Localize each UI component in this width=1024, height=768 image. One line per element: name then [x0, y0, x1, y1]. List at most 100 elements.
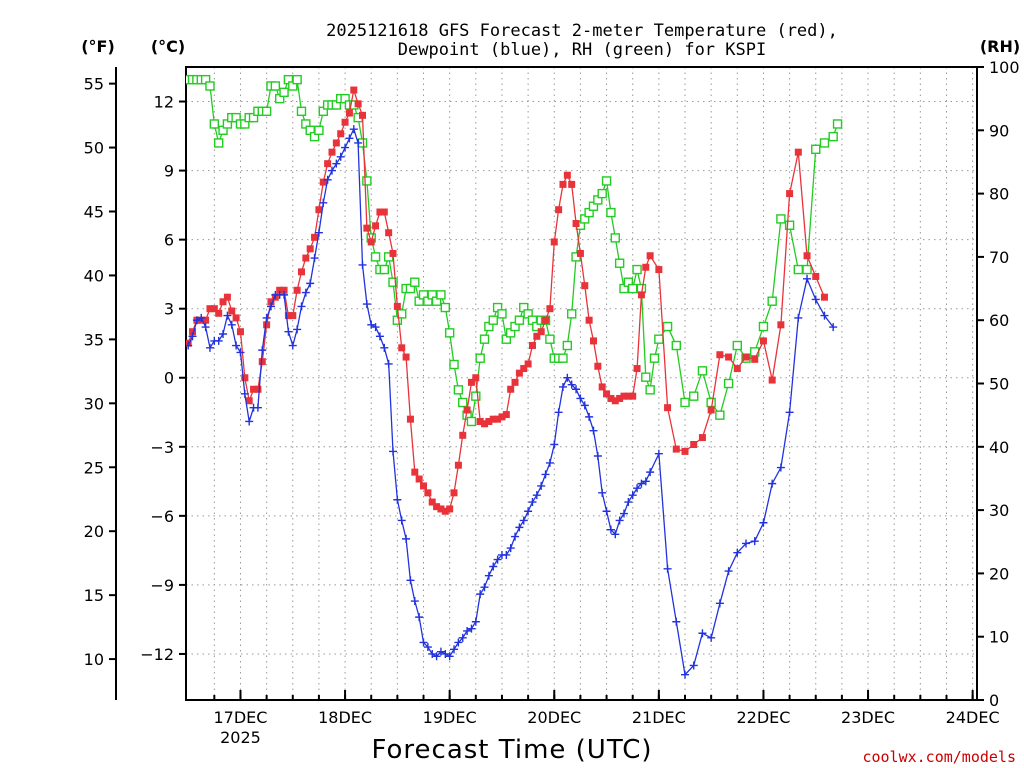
relative-humidity-point: [471, 391, 481, 401]
temperature-point: [210, 305, 218, 313]
dewpoint-point: [471, 617, 480, 626]
temperature-point: [328, 148, 336, 156]
temperature-point: [603, 390, 611, 398]
temperature-point: [441, 507, 449, 515]
dewpoint-point: [410, 597, 419, 606]
relative-humidity-point: [811, 144, 821, 154]
temperature-point: [250, 385, 258, 393]
x-tick-sublabel: 2025: [220, 728, 261, 747]
temperature-point: [380, 208, 388, 216]
temperature-point: [507, 385, 515, 393]
celsius-tick-label: 3: [164, 300, 174, 319]
temperature-point: [550, 238, 558, 246]
temperature-point: [467, 378, 475, 386]
relative-humidity-point: [606, 207, 616, 218]
temperature-point: [794, 148, 802, 156]
temperature-point: [555, 206, 563, 214]
temperature-point: [681, 447, 689, 455]
dewpoint-point: [371, 323, 380, 332]
dewpoint-point: [519, 516, 528, 525]
temperature-point: [306, 245, 314, 253]
relative-humidity-point: [314, 125, 324, 136]
dewpoint-point: [288, 341, 297, 350]
temperature-point: [437, 505, 445, 513]
dewpoint-point: [537, 481, 546, 490]
temperature-point: [297, 268, 305, 276]
temperature-point: [376, 208, 384, 216]
dewpoint-point: [567, 380, 576, 389]
fahrenheit-tick-label: 50: [84, 139, 104, 158]
temperature-point: [589, 337, 597, 345]
relative-humidity-point: [832, 119, 843, 129]
dewpoint-point: [393, 495, 402, 504]
relative-humidity-point: [614, 258, 625, 268]
relative-humidity-point: [819, 138, 830, 148]
temperature-point: [428, 498, 436, 506]
temperature-point: [725, 353, 733, 361]
temperature-point: [324, 160, 332, 168]
temperature-point: [563, 171, 571, 179]
rh-tick-label: 100: [989, 58, 1020, 77]
temperature-point: [337, 130, 345, 138]
dewpoint-point: [768, 479, 777, 488]
dewpoint-point: [606, 525, 615, 534]
temperature-point: [572, 220, 580, 228]
temperature-point: [354, 100, 362, 108]
fahrenheit-tick-label: 40: [84, 266, 104, 285]
rh-tick-label: 80: [989, 185, 1009, 204]
dewpoint-point: [759, 518, 768, 527]
plot-frame: [185, 66, 978, 701]
relative-humidity-point: [776, 214, 786, 224]
dewpoint-point: [415, 613, 424, 622]
relative-humidity-point: [601, 176, 612, 186]
temperature-point: [223, 293, 231, 301]
temperature-point: [759, 337, 767, 345]
dewpoint-point: [493, 555, 502, 564]
temperature-point: [311, 233, 319, 241]
rh-tick-label: 20: [989, 564, 1009, 583]
dewpoint-point: [663, 564, 672, 573]
dewpoint-point: [297, 302, 306, 311]
chart-title-line-2: Dewpoint (blue), RH (green) for KSPI: [398, 40, 766, 60]
temperature-point: [672, 445, 680, 453]
dewpoint-point: [811, 295, 820, 304]
relative-humidity-point: [436, 290, 446, 300]
temperature-point: [350, 86, 358, 94]
dewpoint-point: [572, 385, 581, 394]
temperature-point: [502, 411, 510, 419]
temperature-point: [707, 406, 715, 414]
temperature-point: [345, 109, 353, 117]
dewpoint-point: [829, 323, 838, 332]
relative-humidity-point: [715, 410, 725, 420]
rh-tick-label: 70: [989, 248, 1009, 267]
dewpoint-point: [349, 125, 358, 134]
temperature-point: [664, 404, 672, 412]
temperature-point: [280, 286, 288, 294]
temperature-point: [415, 475, 423, 483]
dewpoint-point: [484, 571, 493, 580]
relative-humidity-point: [597, 188, 607, 199]
dewpoint-point: [397, 516, 406, 525]
fahrenheit-tick-label: 20: [84, 522, 104, 541]
relative-humidity-point: [671, 340, 681, 351]
dewpoint-point: [306, 279, 315, 288]
relative-humidity-point: [654, 334, 664, 344]
dewpoint-point: [293, 325, 302, 334]
dewpoint-point: [258, 346, 267, 355]
temperature-point: [576, 249, 584, 257]
relative-humidity-point: [545, 334, 555, 344]
dewpoint-point: [227, 320, 236, 329]
temperature-point: [733, 365, 741, 373]
celsius-tick-label: −6: [150, 507, 174, 526]
series-group: [186, 74, 843, 679]
temperature-point: [289, 312, 297, 320]
dewpoint-point: [445, 652, 454, 661]
relative-humidity-point: [610, 233, 620, 243]
dewpoint-point: [450, 645, 459, 654]
temperature-point: [777, 321, 785, 329]
temperature-point: [359, 111, 367, 119]
temperature-point: [202, 316, 210, 324]
relative-humidity-point: [279, 87, 289, 98]
relative-humidity-point: [697, 366, 708, 376]
temperature-point: [454, 461, 462, 469]
